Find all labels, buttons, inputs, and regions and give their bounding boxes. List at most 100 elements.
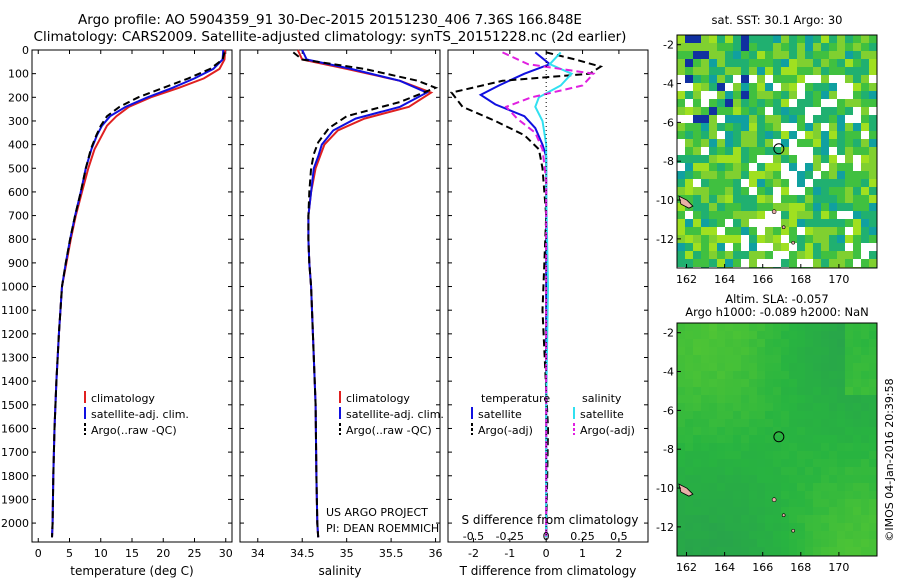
map-cell — [725, 147, 733, 155]
map-cell — [765, 51, 773, 59]
map-cell — [869, 355, 877, 363]
map-cell — [781, 339, 789, 347]
map-cell — [709, 331, 717, 339]
map-cell — [741, 467, 749, 475]
map-cell — [765, 179, 773, 187]
map-cell — [685, 147, 693, 155]
map-cell — [829, 355, 837, 363]
map-cell — [685, 371, 693, 379]
map-cell — [813, 163, 821, 171]
map-cell — [725, 59, 733, 67]
map-cell — [757, 419, 765, 427]
map-cell — [773, 443, 781, 451]
map-cell — [829, 363, 837, 371]
map-cell — [805, 251, 813, 259]
map-cell — [693, 387, 701, 395]
map-cell — [829, 323, 837, 331]
map-cell — [709, 443, 717, 451]
map-cell — [685, 387, 693, 395]
map-cell — [789, 459, 797, 467]
map-cell — [829, 131, 837, 139]
map-cell — [837, 59, 845, 67]
map-cell — [781, 147, 789, 155]
map-cell — [717, 539, 725, 547]
y-tick-label: 1300 — [1, 352, 29, 365]
map-cell — [741, 219, 749, 227]
map-cell — [861, 355, 869, 363]
map-cell — [853, 43, 861, 51]
sla-map-title-1: Altim. SLA: -0.057 — [725, 292, 829, 306]
map-cell — [725, 411, 733, 419]
map-cell — [685, 483, 693, 491]
y-tick-label: 400 — [8, 139, 29, 152]
map-cell — [693, 75, 701, 83]
map-cell — [813, 35, 821, 43]
map-cell — [797, 179, 805, 187]
map-cell — [829, 179, 837, 187]
map-cell — [717, 251, 725, 259]
map-cell — [813, 187, 821, 195]
map-cell — [837, 507, 845, 515]
map-cell — [685, 259, 693, 267]
map-cell — [789, 483, 797, 491]
map-cell — [789, 371, 797, 379]
x-tick-label: 5 — [66, 547, 73, 560]
map-cell — [773, 395, 781, 403]
map-cell — [813, 419, 821, 427]
legend-label: Argo(..raw -QC) — [346, 424, 432, 437]
map-cell — [757, 467, 765, 475]
map-cell — [829, 139, 837, 147]
map-cell — [837, 219, 845, 227]
map-cell — [781, 515, 789, 523]
map-cell — [861, 395, 869, 403]
map-cell — [733, 251, 741, 259]
map-y-tick-label: -12 — [656, 233, 674, 246]
map-cell — [741, 475, 749, 483]
map-cell — [677, 99, 685, 107]
map-cell — [861, 451, 869, 459]
map-cell — [805, 171, 813, 179]
map-cell — [821, 443, 829, 451]
map-cell — [677, 467, 685, 475]
map-cell — [741, 59, 749, 67]
map-cell — [765, 139, 773, 147]
map-cell — [797, 539, 805, 547]
map-cell — [797, 339, 805, 347]
map-cell — [837, 243, 845, 251]
map-cell — [789, 387, 797, 395]
map-cell — [821, 107, 829, 115]
map-cell — [829, 419, 837, 427]
map-cell — [677, 123, 685, 131]
map-cell — [869, 35, 877, 43]
map-cell — [869, 411, 877, 419]
map-cell — [805, 163, 813, 171]
map-cell — [741, 75, 749, 83]
map-cell — [733, 227, 741, 235]
map-cell — [733, 219, 741, 227]
map-y-tick-label: -6 — [663, 404, 674, 417]
map-cell — [693, 539, 701, 547]
map-cell — [805, 395, 813, 403]
map-cell — [789, 227, 797, 235]
map-cell — [829, 547, 837, 555]
map-cell — [741, 147, 749, 155]
map-cell — [821, 323, 829, 331]
map-cell — [853, 467, 861, 475]
map-cell — [701, 107, 709, 115]
map-cell — [845, 107, 853, 115]
map-cell — [813, 123, 821, 131]
map-cell — [741, 387, 749, 395]
map-cell — [725, 539, 733, 547]
x-tick-label: 20 — [156, 547, 170, 560]
map-cell — [733, 491, 741, 499]
map-cell — [709, 115, 717, 123]
map-cell — [749, 115, 757, 123]
map-cell — [693, 67, 701, 75]
map-cell — [821, 419, 829, 427]
map-cell — [805, 227, 813, 235]
map-cell — [709, 179, 717, 187]
map-cell — [733, 67, 741, 75]
map-cell — [837, 115, 845, 123]
map-cell — [693, 195, 701, 203]
map-cell — [717, 531, 725, 539]
